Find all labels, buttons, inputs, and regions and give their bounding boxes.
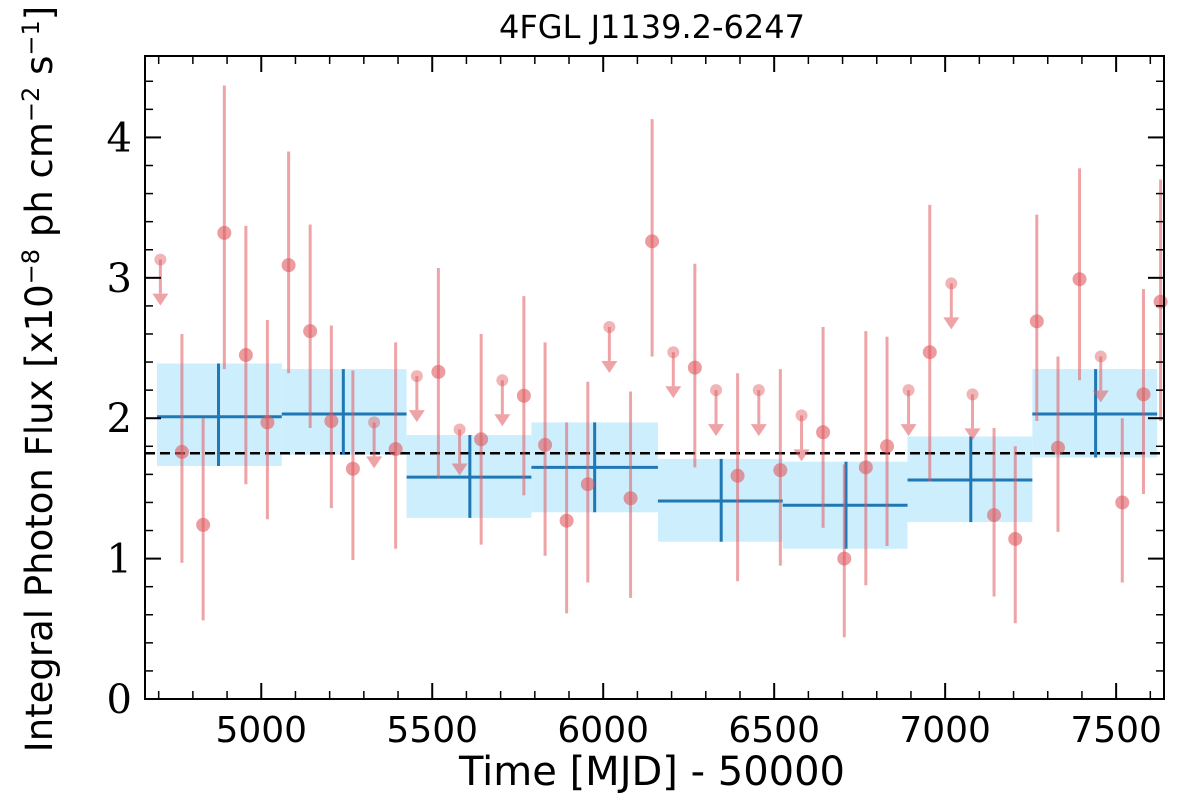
data-point-5 [260, 415, 275, 430]
data-point-32 [837, 551, 852, 566]
data-point-25 [687, 360, 702, 375]
data-point-27 [730, 468, 745, 483]
data-point-41 [1029, 314, 1044, 329]
upper-limit-head-30 [793, 449, 810, 462]
data-point-1 [174, 444, 189, 459]
data-point-16 [496, 374, 509, 387]
x-tick-label-3: 6500 [728, 710, 820, 751]
data-point-17 [516, 388, 531, 403]
y-tick-label-3: 3 [107, 256, 132, 302]
axis-ticks: 5000 5500 6000 6500 7000 7500 0 1 2 3 4 [107, 56, 1164, 751]
chart-title: 4FGL J1139.2-6247 [499, 8, 805, 46]
y-axis-label: Integral Photon Flux [x10−8 ph cm−2 s−1] [17, 6, 61, 752]
y-tick-label-0: 0 [107, 677, 132, 723]
y-axis-label-exp2: −2 [17, 87, 45, 122]
upper-limit-head-0 [152, 293, 169, 306]
data-point-9 [345, 461, 360, 476]
data-point-33 [858, 460, 873, 475]
data-point-18 [538, 437, 553, 452]
data-point-15 [474, 432, 489, 447]
y-tick-label-2: 2 [107, 396, 132, 442]
y-tick-label-4: 4 [107, 115, 132, 161]
flux-points [154, 225, 1168, 566]
y-axis-label-exp3: −1 [17, 20, 45, 55]
data-point-46 [1136, 387, 1151, 402]
x-tick-label-1: 5500 [386, 710, 478, 751]
data-point-8 [324, 414, 339, 429]
data-point-23 [645, 234, 660, 249]
x-tick-label-4: 7000 [899, 710, 991, 751]
data-point-24 [667, 346, 680, 359]
y-tick-label-1: 1 [107, 537, 132, 583]
upper-limit-head-38 [964, 428, 981, 441]
data-point-30 [795, 409, 808, 422]
data-point-12 [410, 370, 423, 383]
upper-limit-head-12 [408, 410, 425, 423]
upper-limit-head-37 [943, 317, 960, 330]
upper-limit-head-10 [366, 456, 383, 469]
point-error-bars [152, 85, 1163, 638]
upper-limit-head-14 [451, 463, 468, 476]
upper-limit-head-44 [1092, 390, 1109, 403]
data-point-14 [453, 423, 466, 436]
data-point-44 [1094, 350, 1107, 363]
x-tick-label-2: 6000 [557, 710, 649, 751]
data-point-35 [902, 384, 915, 397]
bin-bands [156, 363, 1158, 549]
data-point-7 [303, 324, 318, 339]
upper-limit-head-24 [665, 386, 682, 399]
data-point-31 [816, 425, 831, 440]
data-point-38 [966, 388, 979, 401]
data-point-45 [1115, 495, 1130, 510]
upper-limit-head-35 [900, 424, 917, 437]
data-point-20 [580, 477, 595, 492]
data-point-36 [922, 345, 937, 360]
data-point-40 [1008, 531, 1023, 546]
bin-markers [156, 363, 1158, 549]
data-point-3 [217, 225, 232, 240]
data-point-4 [238, 348, 253, 363]
data-point-43 [1072, 272, 1087, 287]
data-point-22 [623, 491, 638, 506]
plot-frame [144, 55, 1165, 700]
data-point-0 [154, 253, 167, 266]
data-point-26 [710, 384, 723, 397]
data-point-6 [281, 258, 296, 273]
data-point-29 [773, 463, 788, 478]
data-point-2 [196, 517, 211, 532]
x-tick-label-5: 7500 [1070, 710, 1162, 751]
x-axis-label: Time [MJD] - 50000 [458, 749, 845, 795]
data-point-39 [987, 508, 1002, 523]
upper-limit-head-26 [708, 424, 725, 437]
upper-limit-head-28 [750, 424, 767, 437]
x-tick-label-0: 5000 [215, 710, 307, 751]
y-axis-label-exp1: −8 [17, 249, 45, 284]
data-point-13 [431, 364, 446, 379]
data-point-42 [1050, 440, 1065, 455]
data-point-37 [945, 277, 958, 290]
data-point-28 [752, 384, 765, 397]
upper-limit-head-21 [601, 360, 618, 373]
upper-limit-head-16 [494, 414, 511, 427]
data-point-19 [559, 513, 574, 528]
data-point-11 [388, 442, 403, 457]
data-point-10 [368, 416, 381, 429]
data-point-21 [603, 320, 616, 333]
data-point-34 [880, 439, 895, 454]
